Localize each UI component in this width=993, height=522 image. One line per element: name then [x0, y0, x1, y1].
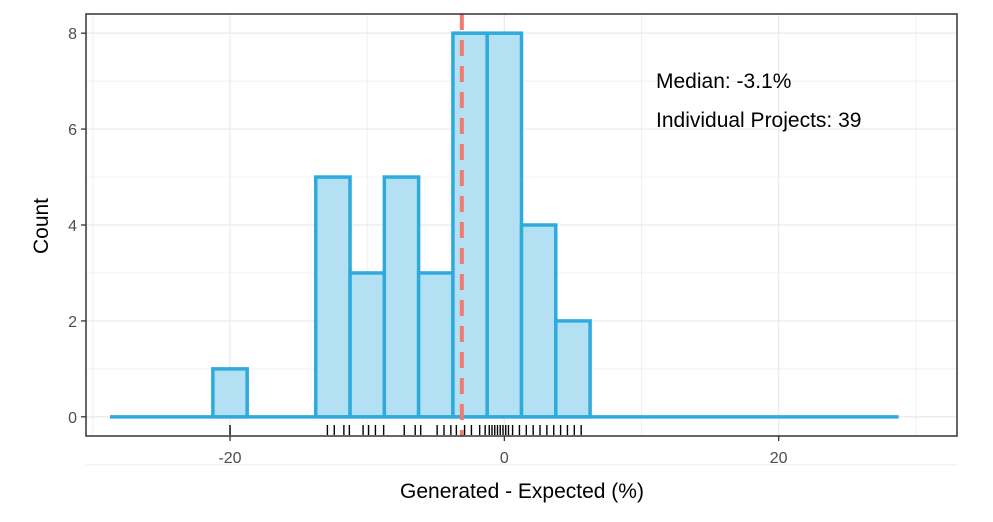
x-tick-label: 20: [770, 450, 788, 467]
rug-marks: [229, 425, 582, 435]
y-tick-label: 8: [68, 26, 77, 43]
histogram-bar: [211, 367, 249, 419]
x-tick-label: 0: [500, 450, 509, 467]
histogram-bar: [348, 271, 387, 419]
histogram-bars: [110, 31, 899, 419]
y-tick-label: 2: [68, 314, 77, 331]
y-tick-label: 4: [68, 218, 77, 235]
x-axis-title: Generated - Expected (%): [400, 480, 644, 503]
projects-count-annotation: Individual Projects: 39: [656, 109, 861, 132]
histogram-bar: [416, 271, 455, 419]
histogram-bar: [382, 175, 421, 419]
histogram-bar: [554, 319, 592, 419]
histogram-bar: [451, 31, 489, 419]
y-axis-title: Count: [30, 198, 53, 254]
median-annotation: Median: -3.1%: [656, 70, 791, 93]
histogram-bar: [519, 223, 558, 419]
histogram-bar: [485, 31, 524, 419]
axes: -20 0 20 0 2 4 6 8: [68, 26, 788, 467]
y-tick-label: 0: [68, 410, 77, 427]
x-tick-label: -20: [218, 450, 241, 467]
histogram-bar: [314, 175, 352, 419]
y-tick-label: 6: [68, 122, 77, 139]
